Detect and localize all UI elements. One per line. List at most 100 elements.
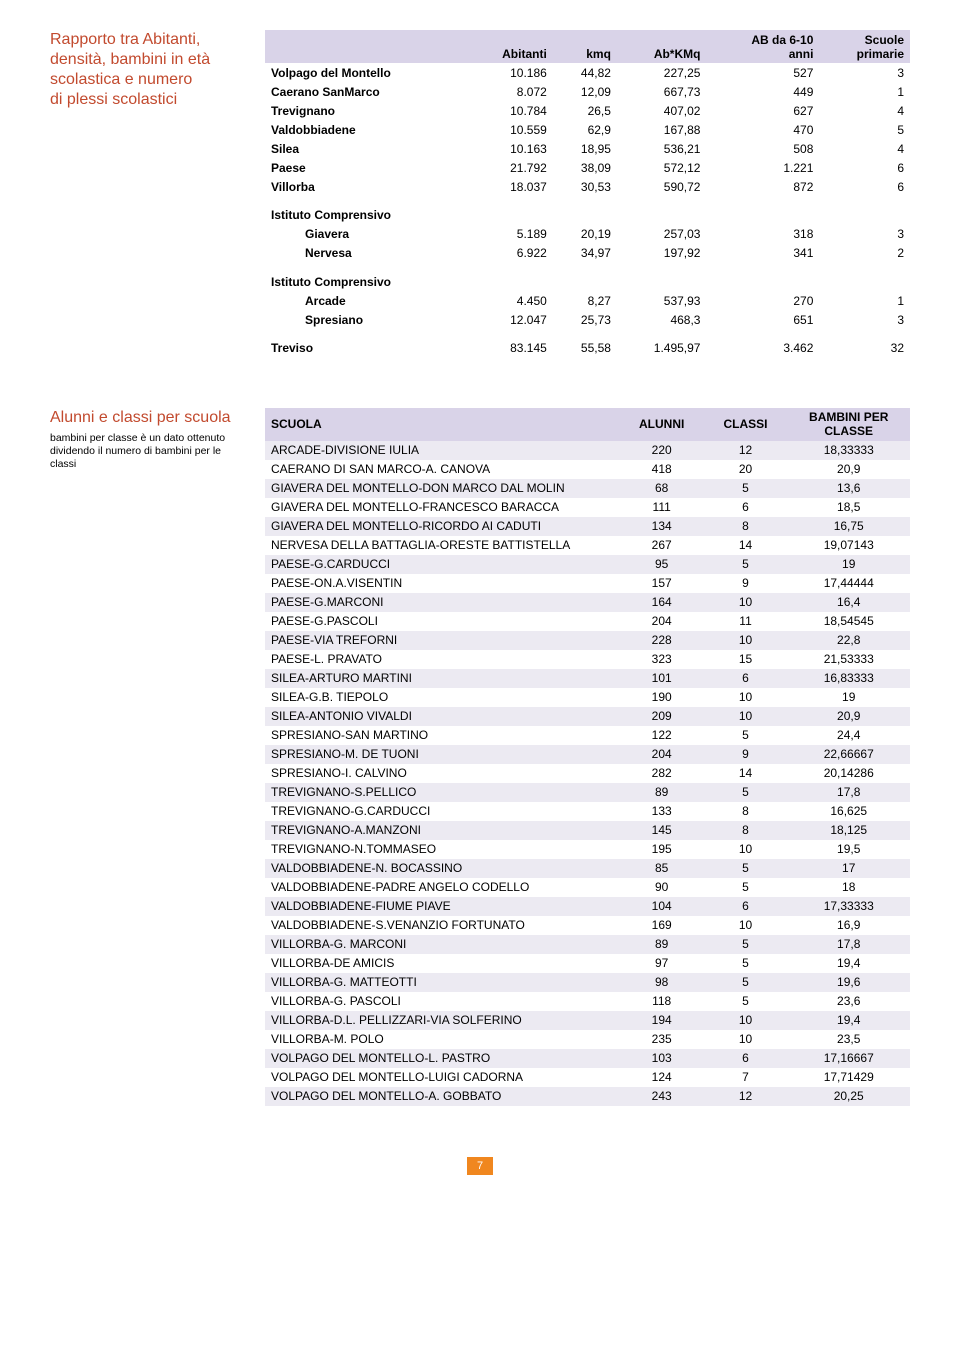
row-value: 16,9 (787, 916, 910, 935)
row-value: 18,5 (787, 498, 910, 517)
row-value: TREVIGNANO-G.CARDUCCI (265, 802, 620, 821)
row-value: 270 (706, 291, 819, 310)
row-value: 204 (620, 612, 704, 631)
subtitle-alunni: bambini per classe è un dato ottenuto di… (50, 432, 245, 471)
row-value: 104 (620, 897, 704, 916)
row-value: VILLORBA-D.L. PELLIZZARI-VIA SOLFERINO (265, 1011, 620, 1030)
row-value: 10 (704, 593, 788, 612)
row-value: PAESE-VIA TREFORNI (265, 631, 620, 650)
row-value: 228 (620, 631, 704, 650)
row-value: 32 (819, 329, 910, 358)
row-value: 3 (819, 63, 910, 82)
row-value: PAESE-G.PASCOLI (265, 612, 620, 631)
table-row: Treviso83.14555,581.495,973.46232 (265, 329, 910, 358)
row-value: 3 (819, 310, 910, 329)
table2-header: SCUOLA (265, 408, 620, 441)
table-row: VILLORBA-M. POLO2351023,5 (265, 1030, 910, 1049)
row-value: 418 (620, 460, 704, 479)
row-value: 10 (704, 916, 788, 935)
table-row: VALDOBBIADENE-PADRE ANGELO CODELLO90518 (265, 878, 910, 897)
table-row: VALDOBBIADENE-FIUME PIAVE104617,33333 (265, 897, 910, 916)
row-value: 8.072 (466, 82, 552, 101)
row-value: 17,71429 (787, 1068, 910, 1087)
table-row: Silea10.16318,95536,215084 (265, 139, 910, 158)
row-value: VOLPAGO DEL MONTELLO-LUIGI CADORNA (265, 1068, 620, 1087)
row-value: 157 (620, 574, 704, 593)
row-value: 5 (704, 859, 788, 878)
row-value: 25,73 (553, 310, 617, 329)
table-row: TREVIGNANO-G.CARDUCCI133816,625 (265, 802, 910, 821)
row-value: 124 (620, 1068, 704, 1087)
row-value: GIAVERA DEL MONTELLO-DON MARCO DAL MOLIN (265, 479, 620, 498)
row-value: 5 (704, 878, 788, 897)
row-value (466, 196, 552, 225)
table-row: Spresiano12.04725,73468,36513 (265, 310, 910, 329)
table-row: GIAVERA DEL MONTELLO-RICORDO AI CADUTI13… (265, 517, 910, 536)
row-value: 243 (620, 1087, 704, 1106)
row-value: 468,3 (617, 310, 707, 329)
row-value: 5 (704, 726, 788, 745)
row-value: 55,58 (553, 329, 617, 358)
row-value: 5 (704, 555, 788, 574)
row-value: 10.784 (466, 101, 552, 120)
row-label: Istituto Comprensivo (265, 263, 466, 292)
table-row: VALDOBBIADENE-N. BOCASSINO85517 (265, 859, 910, 878)
row-label: Silea (265, 139, 466, 158)
row-value: PAESE-L. PRAVATO (265, 650, 620, 669)
row-value: 536,21 (617, 139, 707, 158)
row-label: Valdobbiadene (265, 120, 466, 139)
row-value: VILLORBA-DE AMICIS (265, 954, 620, 973)
row-value: 9 (704, 574, 788, 593)
table-row: VILLORBA-D.L. PELLIZZARI-VIA SOLFERINO19… (265, 1011, 910, 1030)
row-value: 34,97 (553, 244, 617, 263)
row-value: 572,12 (617, 158, 707, 177)
row-value: SILEA-G.B. TIEPOLO (265, 688, 620, 707)
row-value (466, 263, 552, 292)
table-row: PAESE-ON.A.VISENTIN157917,44444 (265, 574, 910, 593)
row-label: Paese (265, 158, 466, 177)
row-value: 267 (620, 536, 704, 555)
table-row: CAERANO DI SAN MARCO-A. CANOVA4182020,9 (265, 460, 910, 479)
row-value (553, 196, 617, 225)
table-row: TREVIGNANO-S.PELLICO89517,8 (265, 783, 910, 802)
row-value: 16,4 (787, 593, 910, 612)
row-value: SPRESIANO-I. CALVINO (265, 764, 620, 783)
row-value: 282 (620, 764, 704, 783)
row-value: 89 (620, 935, 704, 954)
table1-header: Ab*KMq (617, 30, 707, 63)
row-value: SILEA-ANTONIO VIVALDI (265, 707, 620, 726)
table1-header: AB da 6-10anni (706, 30, 819, 63)
row-label: Arcade (265, 291, 466, 310)
row-value: 23,5 (787, 1030, 910, 1049)
row-value: 19 (787, 555, 910, 574)
row-value: 8 (704, 821, 788, 840)
row-value: 12 (704, 1087, 788, 1106)
table-row: TREVIGNANO-A.MANZONI145818,125 (265, 821, 910, 840)
row-value: 10 (704, 707, 788, 726)
row-value: 6 (704, 498, 788, 517)
row-value: 145 (620, 821, 704, 840)
row-value: 194 (620, 1011, 704, 1030)
row-value: 19 (787, 688, 910, 707)
row-value: 16,625 (787, 802, 910, 821)
row-value (706, 196, 819, 225)
row-value: 449 (706, 82, 819, 101)
row-value: 6 (704, 669, 788, 688)
row-value: 5 (704, 479, 788, 498)
row-value: 20,25 (787, 1087, 910, 1106)
table-row: PAESE-G.MARCONI1641016,4 (265, 593, 910, 612)
table-row: VILLORBA-G. PASCOLI118523,6 (265, 992, 910, 1011)
table1-header: Scuoleprimarie (819, 30, 910, 63)
row-value: 17,16667 (787, 1049, 910, 1068)
row-value: 341 (706, 244, 819, 263)
row-value: 2 (819, 244, 910, 263)
row-value: 10 (704, 688, 788, 707)
table2-header: CLASSI (704, 408, 788, 441)
row-label: Spresiano (265, 310, 466, 329)
table1-header (265, 30, 466, 63)
row-value: TREVIGNANO-S.PELLICO (265, 783, 620, 802)
row-value: 190 (620, 688, 704, 707)
row-value: 16,75 (787, 517, 910, 536)
table-row: VOLPAGO DEL MONTELLO-L. PASTRO103617,166… (265, 1049, 910, 1068)
table-row: Villorba18.03730,53590,728726 (265, 177, 910, 196)
